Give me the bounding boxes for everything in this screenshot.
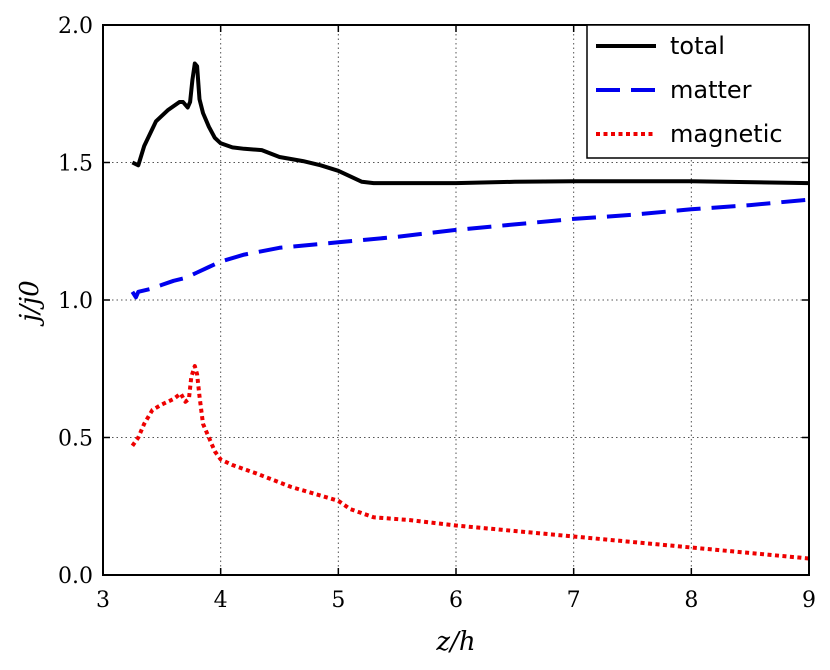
series-total-line bbox=[131, 61, 810, 186]
y-tick-label: 0.5 bbox=[58, 427, 93, 452]
x-axis-label: z/h bbox=[435, 627, 475, 657]
x-tick-label: 9 bbox=[802, 588, 816, 613]
y-tick-label: 0.0 bbox=[58, 564, 93, 589]
y-tick-label: 1.0 bbox=[58, 289, 93, 314]
legend-label-total: total bbox=[670, 32, 725, 60]
y-tick-label: 1.5 bbox=[58, 152, 93, 177]
x-tick-label: 8 bbox=[684, 588, 698, 613]
series-lines bbox=[130, 61, 810, 561]
x-tick-label: 3 bbox=[96, 588, 110, 613]
y-tick-label: 2.0 bbox=[58, 14, 93, 39]
x-tick-label: 7 bbox=[567, 588, 581, 613]
y-axis-label: j/j0 bbox=[15, 280, 45, 326]
series-magnetic-line bbox=[130, 364, 810, 561]
x-tick-label: 6 bbox=[449, 588, 463, 613]
legend: total matter magnetic bbox=[586, 24, 810, 159]
series-matter-line bbox=[130, 197, 810, 300]
x-tick-label: 4 bbox=[214, 588, 228, 613]
legend-label-matter: matter bbox=[670, 76, 752, 104]
x-tick-label: 5 bbox=[331, 588, 345, 613]
legend-label-magnetic: magnetic bbox=[670, 120, 783, 148]
axis-ticks: 3 4 5 6 7 8 9 0.0 0.5 1.0 1.5 2.0 bbox=[58, 14, 816, 613]
